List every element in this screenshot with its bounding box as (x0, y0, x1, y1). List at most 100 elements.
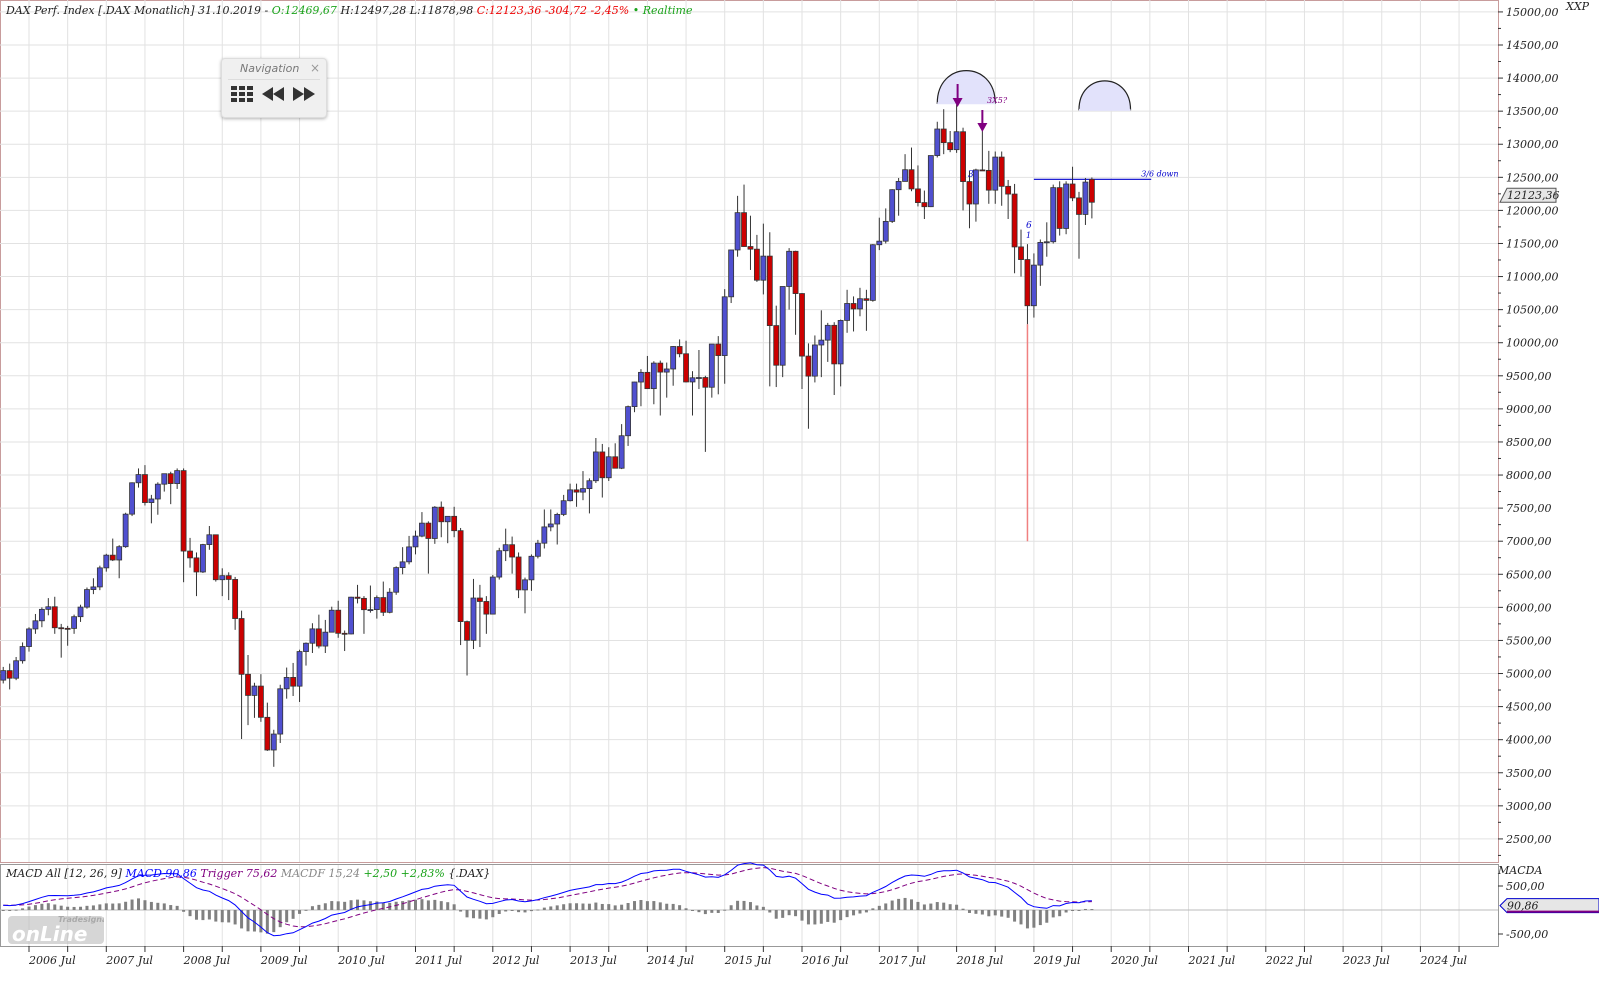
candle-down (180, 470, 187, 552)
candle-up (889, 189, 896, 222)
x-tick-label: 2022 (1265, 954, 1294, 967)
macd-histogram-bar (864, 910, 868, 913)
candle-up (386, 591, 393, 613)
candle-up (689, 377, 696, 383)
grid-icon[interactable] (231, 85, 253, 109)
macd-histogram-bar (581, 903, 585, 910)
arc-annotation (936, 70, 996, 104)
macd-histogram-bar (504, 910, 508, 912)
candle-down (1011, 193, 1018, 248)
y-tick-label: 5000,00 (1506, 668, 1552, 681)
x-tick-label: 2014 (646, 954, 675, 967)
candle-down (998, 156, 1005, 187)
x-tick-label: Jul (832, 954, 849, 967)
macd-histogram-bar (356, 899, 360, 910)
candle-up (876, 240, 883, 246)
macd-histogram-bar (40, 903, 44, 910)
x-tick-label: 2024 (1419, 954, 1448, 967)
macd-histogram-bar (665, 903, 669, 910)
candle-up (728, 249, 735, 298)
macd-value-tag (1499, 898, 1599, 914)
candle-up (393, 567, 400, 593)
macd-histogram-bar (117, 903, 121, 910)
macd-histogram-bar (59, 905, 63, 910)
y-tick-label: 4500,00 (1505, 701, 1552, 714)
y-tick-label: 10000,00 (1506, 337, 1559, 350)
macd-histogram-bar (948, 904, 952, 910)
candle-down (792, 250, 799, 294)
macd-histogram-bar (1071, 910, 1075, 911)
candle-up (554, 514, 561, 525)
macd-histogram-bar (645, 901, 649, 910)
macd-histogram-bar (742, 900, 746, 910)
macd-histogram-bar (517, 910, 521, 913)
x-tick-label: 2011 (415, 954, 444, 967)
candle-down (1018, 246, 1024, 260)
y-tick-label: 15000,00 (1506, 6, 1559, 19)
candle-up (367, 609, 374, 612)
macd-histogram-bar (298, 910, 302, 914)
macd-histogram-bar (368, 901, 372, 910)
macd-header: MACD All [12, 26, 9] MACD 90,86 Trigger … (6, 867, 490, 880)
macd-histogram-bar (8, 910, 12, 911)
macd-histogram-bar (111, 903, 115, 910)
candle-up (399, 561, 406, 568)
macd-histogram-bar (259, 910, 263, 933)
last-price-tag (1499, 187, 1557, 203)
macd-histogram-bar (839, 910, 843, 921)
macd-histogram-bar (1090, 909, 1094, 911)
y-tick-label: 3500,00 (1506, 767, 1552, 780)
macd-histogram-bar (594, 902, 598, 910)
candle-up (670, 346, 677, 370)
candle-up (708, 343, 715, 388)
x-tick-label: 2021 (1188, 954, 1217, 967)
x-tick-label: 2013 (569, 954, 598, 967)
macd-histogram-bar (678, 905, 682, 910)
macd-histogram-bar (568, 903, 572, 910)
candle-down (644, 371, 651, 390)
candle-down (451, 515, 458, 532)
macd-histogram-bar (124, 901, 128, 910)
candle-up (973, 169, 979, 205)
annotation-6: 6 (1026, 221, 1032, 231)
macd-value: MACD 90,86 (125, 867, 197, 880)
candle-up (869, 244, 876, 301)
candle-down (142, 474, 148, 503)
candle-up (270, 733, 277, 751)
navigation-panel[interactable]: Navigation × (221, 58, 327, 118)
macd-histogram-bar (446, 902, 450, 910)
candle-down (212, 534, 219, 581)
macd-histogram-bar (929, 903, 933, 910)
candle-down (64, 627, 71, 630)
y-tick-label: 10500,00 (1506, 304, 1559, 317)
close-icon[interactable]: × (309, 61, 320, 75)
x-tick-label: 2012 (492, 954, 521, 967)
candle-down (863, 298, 870, 301)
navigation-title: Navigation (240, 62, 300, 75)
candle-down (773, 325, 780, 366)
candle-up (496, 550, 503, 578)
candle-up (1063, 183, 1070, 229)
candle-up (528, 555, 535, 581)
y-tick-label: 4000,00 (1505, 734, 1552, 747)
macd-histogram-bar (716, 910, 720, 913)
candle-up (84, 589, 90, 608)
x-tick-label: 2017 (878, 954, 907, 967)
macd-histogram-bar (175, 905, 179, 910)
macd-histogram-bar (1038, 910, 1042, 926)
axis-label: XXP (1565, 0, 1590, 13)
macd-histogram-bar (639, 900, 643, 910)
x-tick-label: 2008 (183, 954, 212, 967)
fast-forward-icon[interactable] (293, 85, 317, 109)
macd-histogram-bar (652, 901, 656, 910)
macd-histogram-bar (310, 906, 314, 910)
candle-up (303, 642, 309, 652)
macd-histogram-bar (407, 900, 411, 910)
macd-histogram-bar (330, 901, 334, 910)
candle-down (947, 142, 954, 151)
rewind-icon[interactable] (262, 85, 286, 109)
candle-down (1076, 197, 1082, 215)
macd-change: +2,50 +2,83% (363, 867, 445, 880)
candle-up (296, 651, 303, 687)
